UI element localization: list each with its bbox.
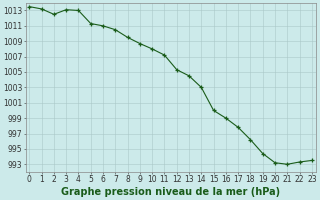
X-axis label: Graphe pression niveau de la mer (hPa): Graphe pression niveau de la mer (hPa) [61, 187, 280, 197]
